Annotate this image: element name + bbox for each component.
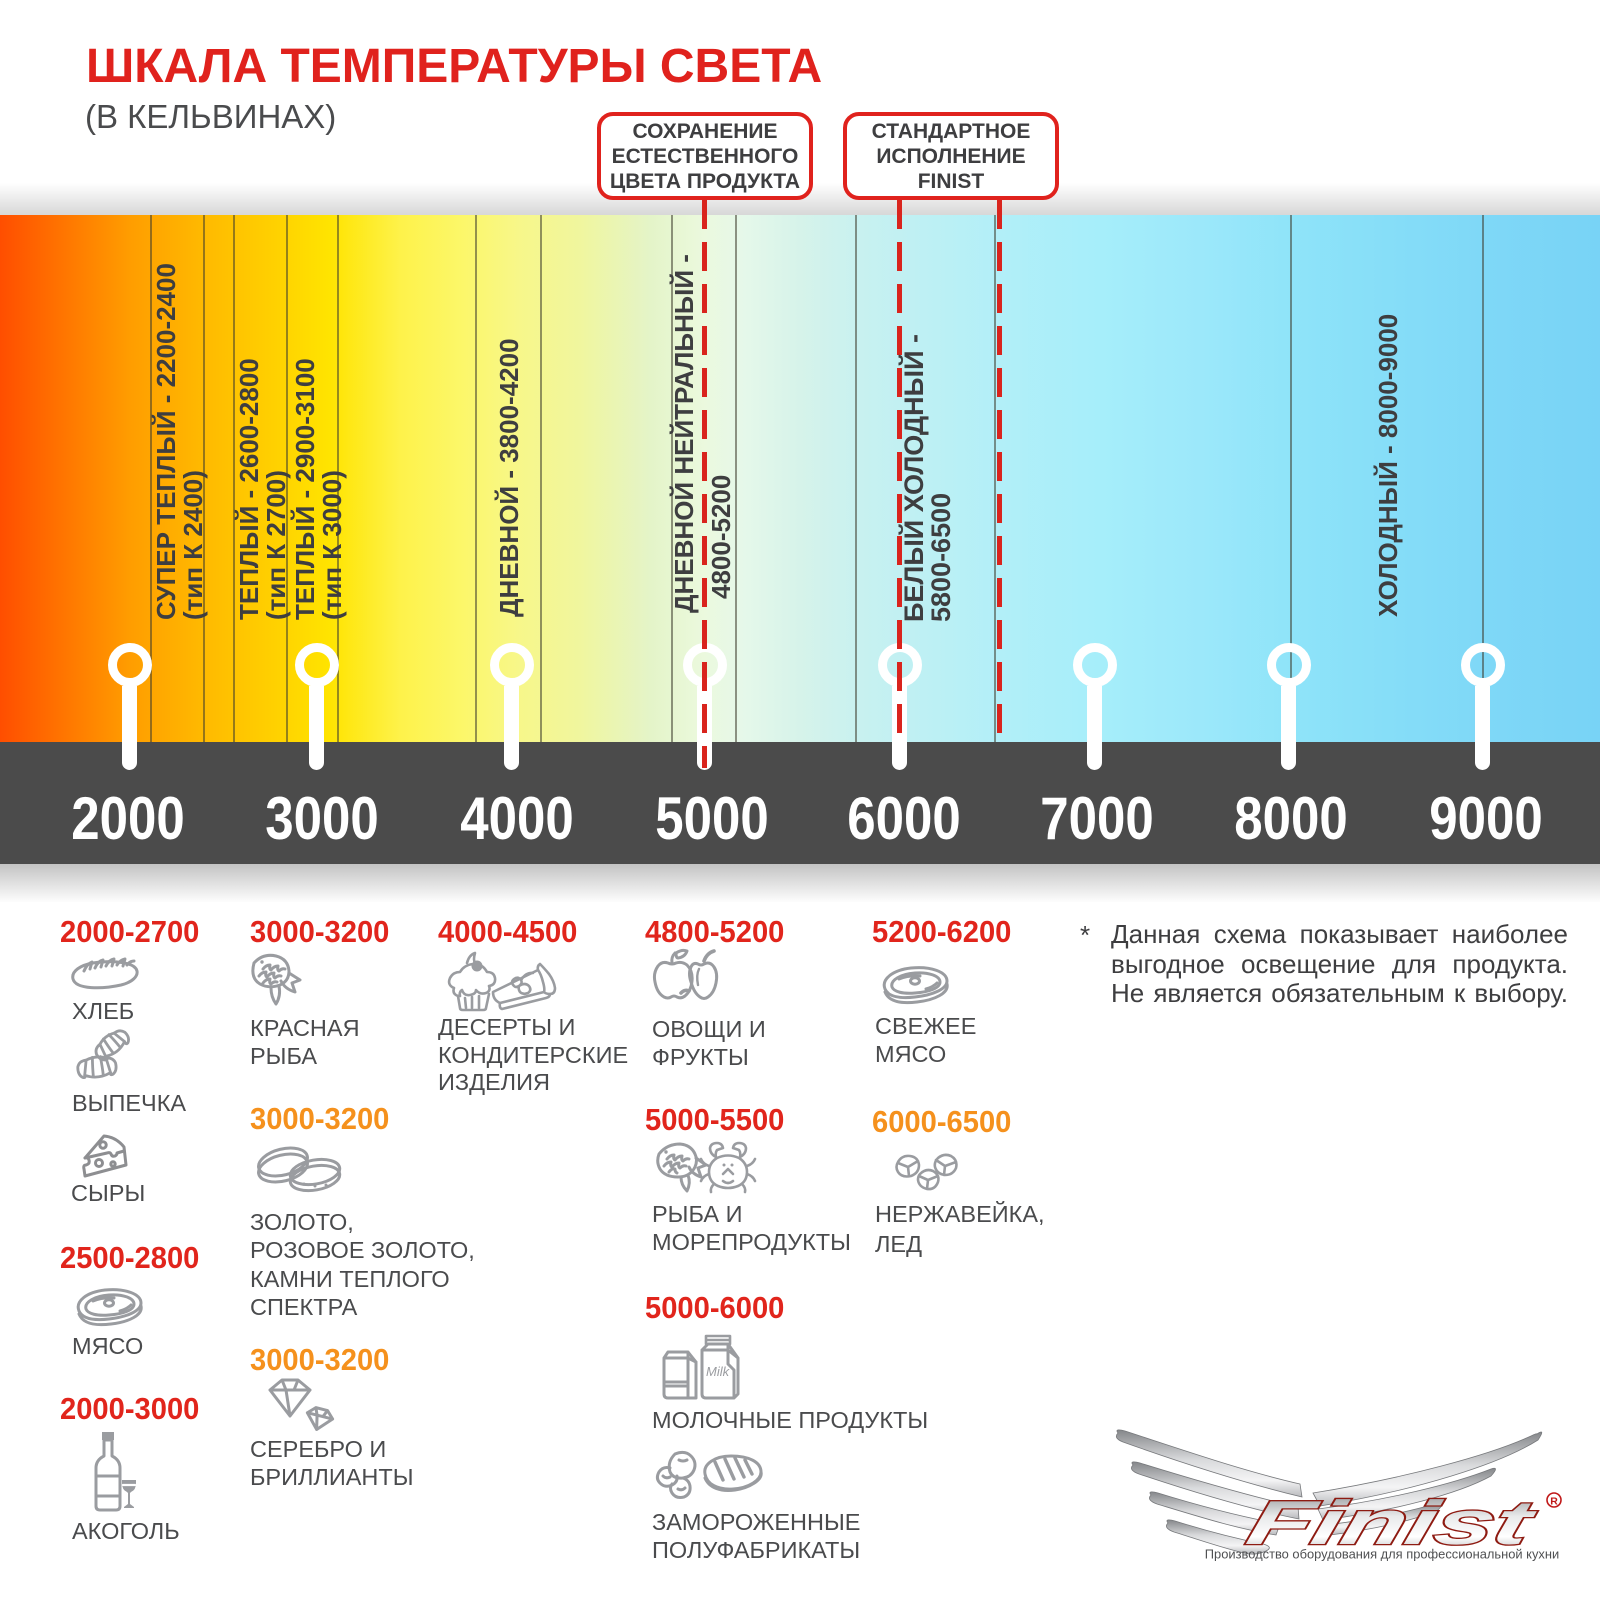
svg-text:Finist: Finist — [1241, 1489, 1543, 1558]
svg-text:Milk: Milk — [706, 1364, 731, 1379]
svg-text:R: R — [1550, 1496, 1558, 1508]
svg-text:Производство оборудования для: Производство оборудования для профессион… — [1205, 1547, 1559, 1562]
